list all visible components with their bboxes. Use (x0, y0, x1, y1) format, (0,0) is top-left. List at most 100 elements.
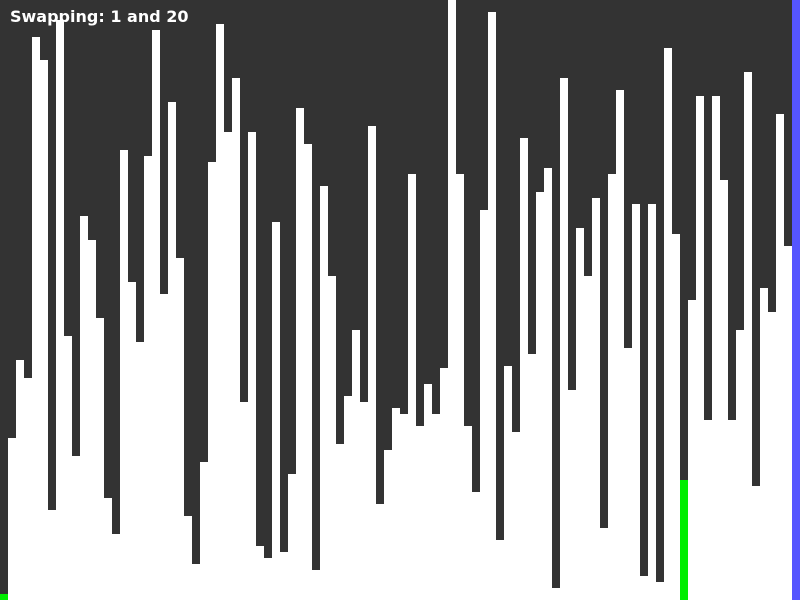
sort-bar (40, 60, 48, 600)
sort-bar (24, 378, 32, 600)
sort-bar (728, 420, 736, 600)
sort-bar (568, 390, 576, 600)
sort-bar (296, 108, 304, 600)
sort-bar (712, 96, 720, 600)
sort-bar (416, 426, 424, 600)
sort-bar (656, 582, 664, 600)
sort-bar (208, 162, 216, 600)
status-prefix: Swapping: (10, 7, 111, 26)
sort-bar (104, 498, 112, 600)
sort-bar (640, 576, 648, 600)
sort-bar (224, 132, 232, 600)
sort-bar (336, 444, 344, 600)
sort-bar (400, 414, 408, 600)
sort-bar (136, 342, 144, 600)
sort-bar (792, 0, 800, 600)
sort-bar (472, 492, 480, 600)
sort-bar (760, 288, 768, 600)
sort-bar (80, 216, 88, 600)
sort-bar (600, 528, 608, 600)
sort-bar (72, 456, 80, 600)
sort-bar (512, 432, 520, 600)
sort-bar (432, 414, 440, 600)
sort-bar (784, 246, 792, 600)
sort-bar (424, 384, 432, 600)
sort-bar (360, 402, 368, 600)
sort-bar (544, 168, 552, 600)
sort-bar (688, 300, 696, 600)
sort-bar (112, 534, 120, 600)
sort-bar (88, 240, 96, 600)
sort-bar (456, 174, 464, 600)
sort-bar (696, 96, 704, 600)
sort-bar (672, 234, 680, 600)
sort-bar (608, 174, 616, 600)
sort-bar (280, 552, 288, 600)
sort-bar (216, 24, 224, 600)
sort-bar (576, 228, 584, 600)
sort-bar (344, 396, 352, 600)
sort-bar (0, 594, 8, 600)
sort-bar (184, 516, 192, 600)
sort-bar (304, 144, 312, 600)
sort-bar (256, 546, 264, 600)
swap-index-b: 20 (166, 7, 189, 26)
sort-bar (32, 37, 40, 600)
sort-bar (520, 138, 528, 600)
sort-bar (768, 312, 776, 600)
sort-bar (624, 348, 632, 600)
sort-bar (248, 132, 256, 600)
sort-bar (704, 420, 712, 600)
sort-bar (352, 330, 360, 600)
sort-bar (144, 156, 152, 600)
sort-bar (368, 126, 376, 600)
sort-bar (536, 192, 544, 600)
sort-bar (160, 294, 168, 600)
sort-bar (736, 330, 744, 600)
sort-bar (120, 150, 128, 600)
sort-bar (592, 198, 600, 600)
sort-bar (56, 20, 64, 600)
sort-bar (232, 78, 240, 600)
sort-bar (408, 174, 416, 600)
sort-bar (440, 368, 448, 600)
sort-bar (376, 504, 384, 600)
sort-bar (16, 360, 24, 600)
sort-bar (648, 204, 656, 600)
sort-bar (384, 450, 392, 600)
swap-status-text: Swapping: 1 and 20 (10, 7, 189, 26)
sort-bar (560, 78, 568, 600)
sort-bar (552, 588, 560, 600)
sort-bar (152, 30, 160, 600)
sort-bar (496, 540, 504, 600)
sort-bar (8, 438, 16, 600)
sort-bar (776, 114, 784, 600)
sort-bar (200, 462, 208, 600)
sort-bar (664, 48, 672, 600)
sort-bar (528, 354, 536, 600)
sort-bar (616, 90, 624, 600)
sort-bar (48, 510, 56, 600)
sort-bar (176, 258, 184, 600)
sort-bar (504, 366, 512, 600)
swap-index-a: 1 (110, 7, 122, 26)
sort-bar (448, 0, 456, 600)
sort-bar (64, 336, 72, 600)
sort-bar (192, 564, 200, 600)
sort-bar (752, 486, 760, 600)
sort-bar (320, 186, 328, 600)
sort-bar (680, 480, 688, 600)
sort-bar (328, 276, 336, 600)
sort-bar (584, 276, 592, 600)
sort-bar (168, 102, 176, 600)
status-separator: and (121, 7, 167, 26)
sort-bar (392, 408, 400, 600)
sort-bar (272, 222, 280, 600)
sort-bar (480, 210, 488, 600)
sort-bar (720, 180, 728, 600)
sort-bar (632, 204, 640, 600)
sort-bar (488, 12, 496, 600)
sort-bar (240, 402, 248, 600)
sort-bar (96, 318, 104, 600)
